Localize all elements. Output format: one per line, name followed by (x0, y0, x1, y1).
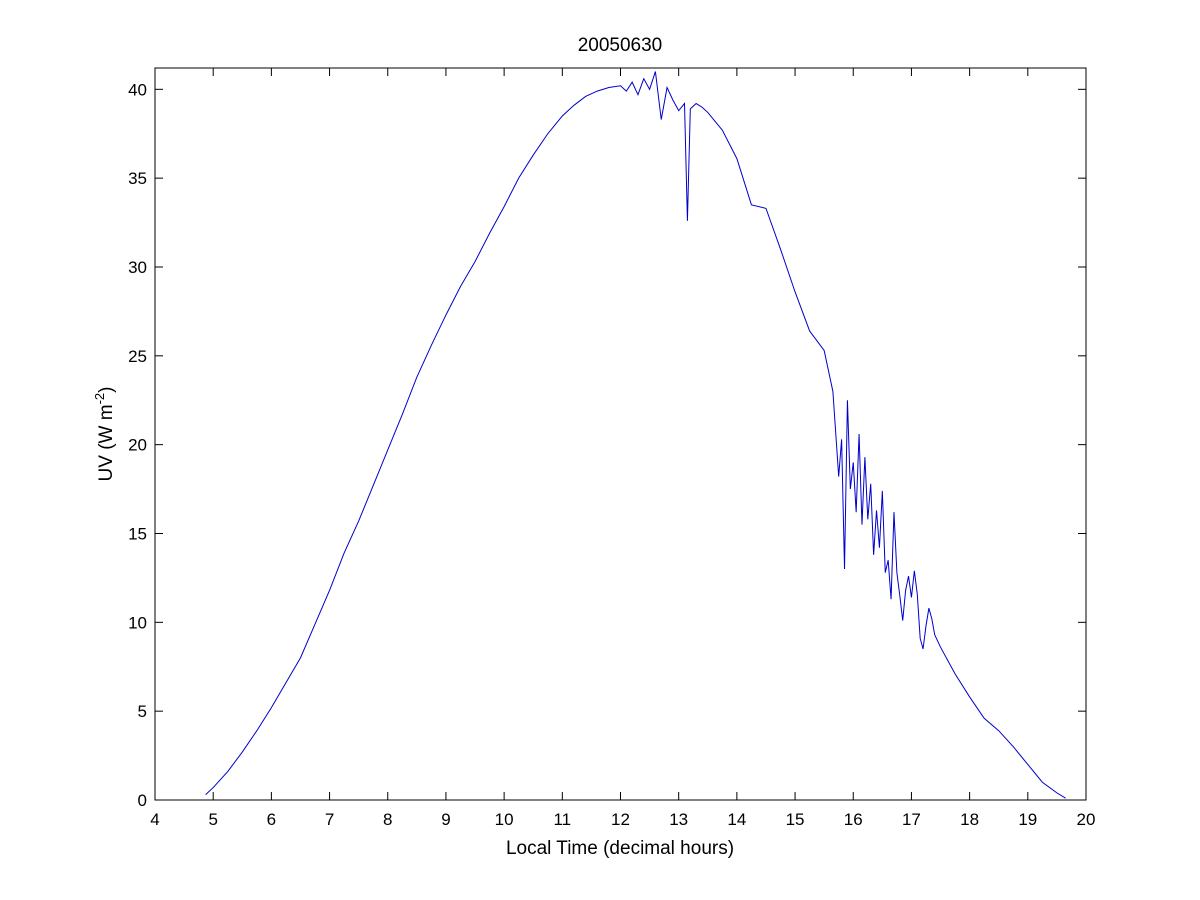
x-tick-label: 5 (208, 810, 217, 829)
y-tick-label: 0 (138, 791, 147, 810)
y-axis-label-superscript: -2 (92, 393, 107, 405)
x-tick-label: 17 (902, 810, 921, 829)
chart-title: 20050630 (578, 35, 663, 56)
y-tick-label: 10 (128, 613, 147, 632)
x-tick-label: 20 (1077, 810, 1096, 829)
tick-labels: 4 5 6 7 8 9 10 11 12 13 14 15 16 17 18 19 20 0 5 10 15 20 25 30… (128, 80, 1095, 829)
x-tick-label: 6 (267, 810, 276, 829)
x-tick-label: 18 (960, 810, 979, 829)
x-tick-label: 15 (786, 810, 805, 829)
x-tick-label: 16 (844, 810, 863, 829)
x-tick-label: 11 (553, 810, 571, 829)
y-axis-label-close: ) (96, 387, 117, 393)
uv-series-line (205, 71, 1066, 799)
x-axis-label: Local Time (decimal hours) (506, 838, 734, 859)
x-tick-label: 19 (1018, 810, 1037, 829)
y-axis-label-main: UV (W m (96, 404, 117, 481)
x-tick-label: 12 (611, 810, 630, 829)
x-tick-label: 7 (325, 810, 334, 829)
y-tick-label: 40 (128, 80, 147, 99)
x-tick-label: 4 (150, 810, 159, 829)
x-tick-label: 10 (495, 810, 514, 829)
y-tick-label: 35 (128, 169, 147, 188)
y-tick-label: 20 (128, 436, 147, 455)
y-axis-label: UV (W m-2) (92, 387, 117, 482)
y-tick-label: 30 (128, 258, 147, 277)
plot-area (154, 67, 1087, 801)
tick-marks (154, 68, 1087, 801)
x-tick-label: 9 (441, 810, 450, 829)
x-tick-label: 13 (669, 810, 688, 829)
y-tick-label: 5 (138, 702, 147, 721)
x-tick-label: 8 (383, 810, 392, 829)
x-tick-label: 14 (727, 810, 746, 829)
y-tick-label: 25 (128, 347, 147, 366)
y-tick-label: 15 (128, 524, 147, 543)
